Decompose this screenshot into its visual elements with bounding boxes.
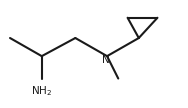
Text: NH$_2$: NH$_2$: [31, 84, 52, 98]
Text: N: N: [102, 55, 110, 65]
